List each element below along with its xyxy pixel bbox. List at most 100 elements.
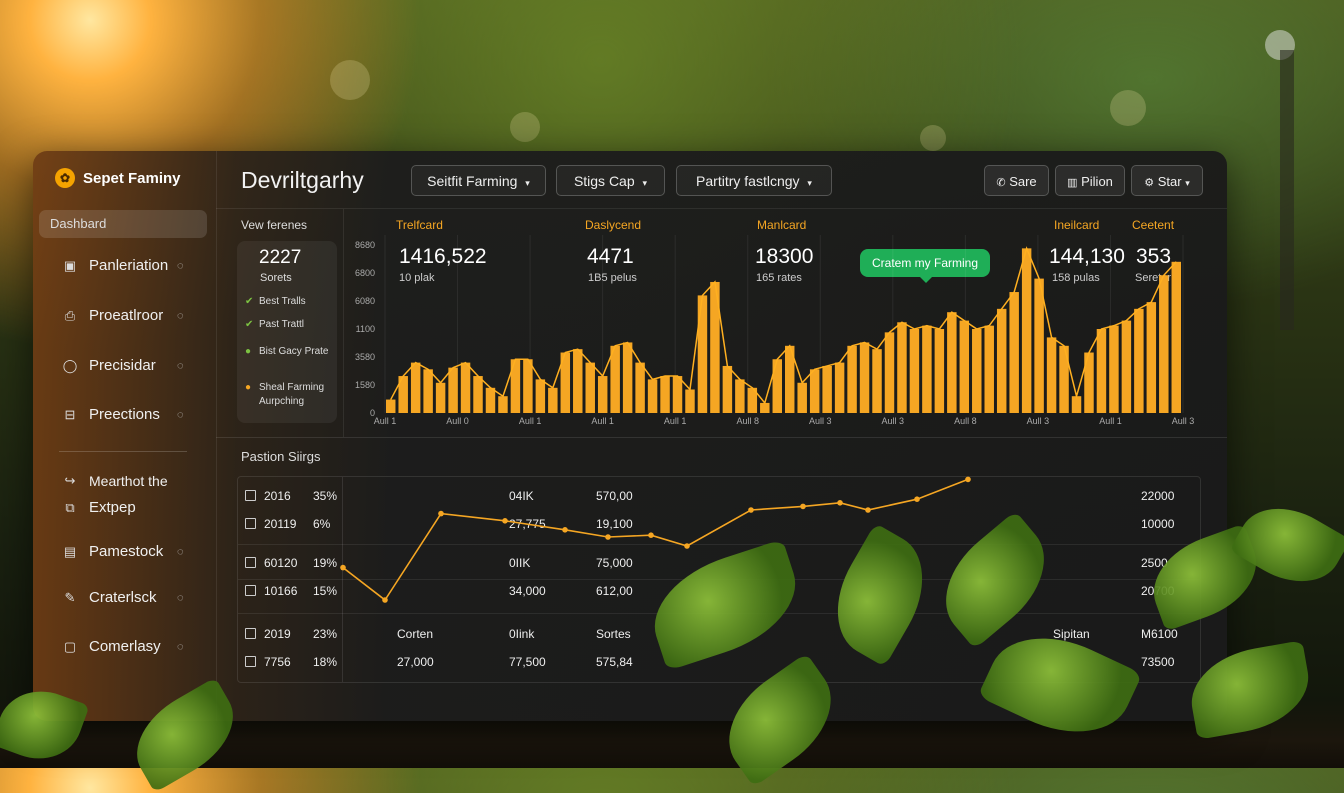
legend-item: ● Bist Gacy Prate [245, 345, 335, 359]
bar [1096, 329, 1107, 413]
row-checkbox[interactable] [245, 557, 256, 568]
legend-item: ● Sheal Farming Aurpching [245, 381, 335, 409]
bar [760, 402, 770, 413]
table-row[interactable]: 7756 [245, 655, 291, 669]
bar [797, 382, 807, 413]
bar [1071, 396, 1082, 413]
table-row[interactable]: 2016 [245, 489, 291, 503]
bar [1046, 337, 1057, 413]
stat-value: 4471 [587, 245, 634, 268]
bar [498, 396, 508, 413]
sidebar-item-extpep[interactable]: ⧉ Extpep [61, 499, 191, 516]
bar [610, 345, 620, 413]
chat-icon: ◯ [62, 357, 78, 373]
summary-divider [343, 209, 344, 437]
bar [834, 362, 845, 413]
bar-trend-line [390, 246, 1177, 405]
cell-year: 7756 [264, 655, 291, 669]
sidebar-item-label: Proeatlroor [89, 307, 164, 324]
check-icon: ✔ [245, 296, 254, 307]
bar [523, 359, 533, 413]
table-row[interactable]: 2019 [245, 627, 291, 641]
x-tick-label: Aull 1 [374, 416, 397, 426]
stat-value: 144,130 [1049, 245, 1125, 268]
row-checkbox[interactable] [245, 518, 256, 529]
cell-col3: 0Iink [509, 627, 535, 641]
sidebar-item-precisidar[interactable]: ◯ Precisidar ◌ [61, 357, 191, 374]
cell-col4: 75,000 [596, 556, 633, 570]
sidebar-item-label: Mearthot the [89, 473, 168, 489]
bar [710, 281, 720, 413]
chevron-down-icon: ▾ [1185, 178, 1190, 188]
cell-percent: 19% [313, 556, 338, 570]
trend-line [342, 478, 969, 602]
legend-label: Past Trattl [259, 319, 305, 330]
chevron-icon: ◌ [177, 640, 184, 653]
summary-card: 2227 Sorets ✔ Best Tralls ✔ Past Trattl … [237, 241, 337, 423]
summary-sub: Sorets [260, 272, 292, 284]
cell-col2: Corten [397, 627, 434, 641]
cell-col4: Sortes [596, 627, 631, 641]
sidebar-item-proeatlroor[interactable]: ⎙ Proeatlroor ◌ [61, 307, 191, 324]
x-tick-label: Aull 3 [1172, 416, 1195, 426]
chevron-down-icon: ▾ [807, 178, 812, 188]
line-point [800, 503, 806, 510]
cell-col2: 27,000 [397, 655, 434, 669]
legend-label: Best Tralls [259, 296, 306, 307]
stat-head: Ceetent [1132, 218, 1175, 232]
chevron-icon: ◌ [177, 408, 184, 421]
legend-label: Sheal Farming Aurpching [259, 382, 325, 407]
stat-sub: 158 pulas [1052, 272, 1100, 284]
brand[interactable]: ✿ Sepet Faminy [55, 168, 181, 188]
bar [635, 362, 645, 413]
y-tick-label: 8680 [355, 240, 375, 250]
page-title: Devriltgarhy [241, 167, 364, 193]
line-point [648, 532, 654, 538]
cell-label: Sipitan [1053, 627, 1090, 641]
row-checkbox[interactable] [245, 490, 256, 501]
button-label: Pilion [1081, 174, 1113, 189]
bar [672, 376, 683, 413]
table-title: Pastion Siirgs [241, 449, 321, 464]
star-button[interactable]: ⚙ Star ▾ [1131, 165, 1203, 196]
bar [573, 349, 583, 413]
sidebar-item-label: Craterlsck [89, 589, 157, 606]
bar [996, 308, 1007, 413]
row-checkbox[interactable] [245, 585, 256, 596]
x-tick-label: Aull 1 [664, 416, 687, 426]
row-checkbox[interactable] [245, 656, 256, 667]
pilion-button[interactable]: ▥ Pilion [1055, 165, 1125, 196]
dropdown-seitfit-farming[interactable]: Seitfit Farming ▾ [411, 165, 546, 196]
sidebar-item-comerlasy[interactable]: ▢ Comerlasy ◌ [61, 638, 191, 655]
sidebar-item-craterlsck[interactable]: ✎ Craterlsck ◌ [61, 589, 191, 606]
dropdown-label: Stigs Cap [573, 173, 635, 189]
sidebar-item-dashboard[interactable]: Dashbard [39, 210, 207, 238]
bar [622, 342, 633, 413]
share-button[interactable]: ✆ Sare [984, 165, 1049, 196]
bar [809, 369, 820, 413]
bar [697, 295, 708, 413]
sidebar-item-preections[interactable]: ⊟ Preections ◌ [61, 406, 191, 423]
chart-tooltip: Cratem my Farming [860, 249, 990, 283]
bar [1021, 248, 1032, 413]
sidebar-item-mearthot[interactable]: ↪ Mearthot the [61, 473, 191, 489]
table-row[interactable]: 10166 [245, 584, 297, 598]
dropdown-partitry[interactable]: Partitry fastlcngy ▾ [676, 165, 832, 196]
stat-sub: 165 rates [756, 272, 802, 284]
topbar-divider [216, 208, 1227, 209]
row-checkbox[interactable] [245, 628, 256, 639]
line-point [748, 507, 754, 513]
dropdown-stigs-cap[interactable]: Stigs Cap ▾ [556, 165, 665, 196]
sidebar-item-panleriation[interactable]: ▣ Panleriation ◌ [61, 257, 191, 274]
stat-head: Ineilcard [1054, 218, 1100, 232]
table-row[interactable]: 20119 [245, 517, 296, 531]
cell-year: 10166 [264, 584, 298, 598]
bokeh-light [330, 60, 370, 100]
x-tick-label: Aull 0 [446, 416, 469, 426]
cell-right: M6100 [1141, 627, 1178, 641]
table-row[interactable]: 60120 [245, 556, 297, 570]
cell-col4: 570,00 [596, 489, 633, 503]
line-point [502, 518, 508, 524]
bar [473, 376, 483, 413]
sidebar-item-pamestock[interactable]: ▤ Pamestock ◌ [61, 543, 191, 560]
